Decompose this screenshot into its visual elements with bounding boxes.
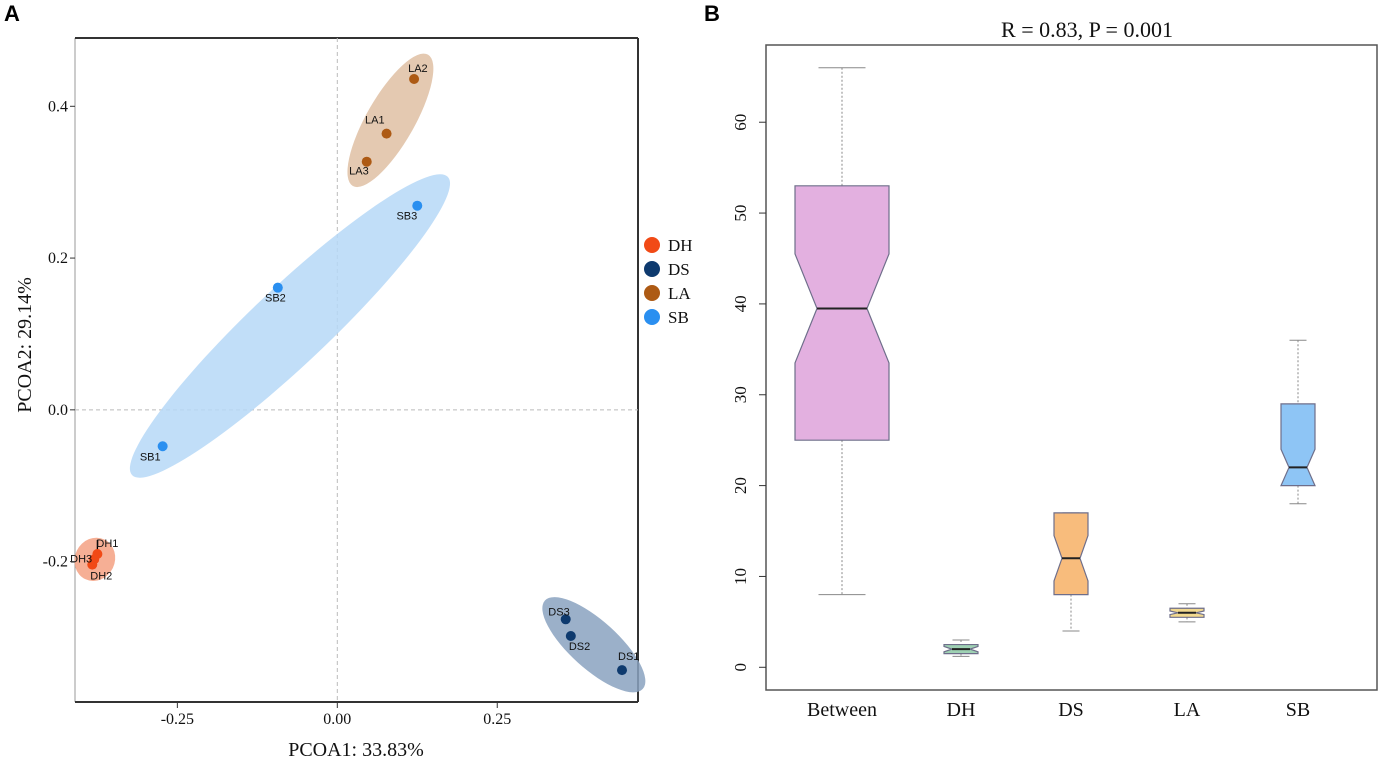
point-ds3 (560, 614, 571, 625)
boxplot-y-tick-label: 10 (731, 568, 750, 585)
legend-marker-dh (644, 237, 660, 253)
boxplot-x-label-sb: SB (1286, 699, 1310, 721)
legend-marker-ds (644, 261, 660, 277)
box-ds (1053, 512, 1089, 596)
point-label-sb1: SB1 (140, 451, 161, 463)
point-ds2 (565, 630, 576, 641)
ellipse-sb (129, 174, 451, 478)
panel-a-label: A (4, 1, 20, 26)
legend-label-dh: DH (668, 236, 693, 255)
point-label-la2: LA2 (408, 63, 428, 75)
anosim-boxplot: R = 0.83, P = 0.001 0 10 20 30 40 50 60 Betwee… (731, 17, 1378, 721)
pcoa-x-tick-label: 0.25 (483, 711, 511, 728)
pcoa-x-tick-label: 0.00 (323, 711, 351, 728)
pcoa-y-tick-label: -0.2 (43, 554, 68, 571)
pcoa-plot: DH1 DH2 DH3 DS1 DS2 DS3 LA1 LA2 LA3 SB1 SB2 SB3 -0.… (14, 37, 693, 761)
boxplot-frame (765, 44, 1378, 691)
point-label-ds3: DS3 (548, 606, 569, 618)
boxplot-x-label-la: LA (1174, 699, 1201, 721)
boxplot-y-tick-label: 30 (731, 386, 750, 403)
point-la2 (409, 73, 420, 84)
point-label-ds2: DS2 (569, 641, 590, 653)
boxplot-y-tick-label: 40 (731, 295, 750, 312)
point-la1 (381, 128, 392, 139)
box-sb (1280, 403, 1316, 487)
legend-marker-sb (644, 309, 660, 325)
point-dh3 (89, 554, 100, 565)
point-sb1 (157, 441, 168, 452)
pcoa-y-tick-label: 0.2 (48, 250, 68, 267)
panel-b-label: B (704, 1, 720, 26)
point-label-ds1: DS1 (618, 651, 639, 663)
point-label-dh3: DH3 (70, 553, 92, 565)
point-ds1 (617, 665, 628, 676)
pcoa-y-axis-title: PCOA2: 29.14% (14, 277, 36, 413)
boxplot-y-tick-label: 20 (731, 477, 750, 494)
point-sb3 (412, 200, 423, 211)
ellipse-la (347, 53, 434, 188)
legend-label-sb: SB (668, 308, 689, 327)
point-label-dh2: DH2 (90, 571, 112, 583)
point-label-la3: LA3 (349, 166, 369, 178)
boxplot-x-label-dh: DH (947, 699, 976, 721)
legend-label-ds: DS (668, 260, 690, 279)
point-label-sb2: SB2 (265, 293, 286, 305)
boxplot-x-label-between: Between (807, 699, 877, 721)
point-label-dh1: DH1 (96, 538, 118, 550)
boxplot-y-tick-label: 0 (731, 663, 750, 672)
legend-marker-la (644, 285, 660, 301)
pcoa-y-tick-label: 0.4 (48, 98, 68, 115)
boxplot-x-label-ds: DS (1058, 699, 1084, 721)
boxplot-title: R = 0.83, P = 0.001 (1001, 17, 1173, 42)
point-label-sb3: SB3 (396, 211, 417, 223)
point-label-la1: LA1 (365, 115, 385, 127)
boxplot-y-tick-label: 60 (731, 114, 750, 131)
point-la3 (361, 156, 372, 167)
pcoa-x-axis-title: PCOA1: 33.83% (288, 739, 424, 761)
pcoa-y-tick-label: 0.0 (48, 402, 68, 419)
pcoa-x-tick-label: -0.25 (161, 711, 194, 728)
legend-label-la: LA (668, 284, 691, 303)
box-between (794, 185, 890, 441)
point-sb2 (272, 282, 283, 293)
boxplot-y-tick-label: 50 (731, 205, 750, 222)
